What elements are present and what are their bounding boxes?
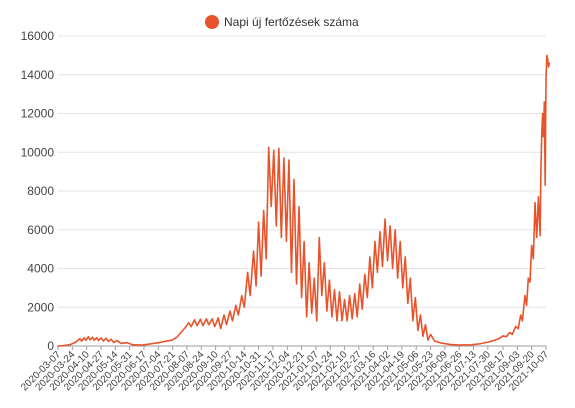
y-tick-label: 4000 — [27, 262, 54, 276]
y-tick-label: 2000 — [27, 300, 54, 314]
y-tick-label: 12000 — [21, 107, 55, 121]
legend-marker — [205, 15, 219, 29]
y-tick-label: 0 — [47, 339, 54, 353]
x-axis: 2020-03-072020-03-242020-04-102020-04-27… — [19, 346, 551, 393]
legend[interactable]: Napi új fertőzések száma — [205, 15, 359, 29]
grid — [58, 35, 546, 347]
y-tick-label: 10000 — [21, 145, 55, 159]
y-tick-label: 16000 — [21, 29, 55, 43]
y-axis: 0 2000 4000 6000 8000 10000 12000 14000 16000 — [21, 29, 55, 353]
series-group — [57, 54, 551, 347]
legend-label: Napi új fertőzések száma — [224, 15, 359, 29]
y-tick-label: 14000 — [21, 68, 55, 82]
y-tick-label: 6000 — [27, 223, 54, 237]
series-line[interactable] — [57, 54, 551, 347]
y-tick-label: 8000 — [27, 184, 54, 198]
